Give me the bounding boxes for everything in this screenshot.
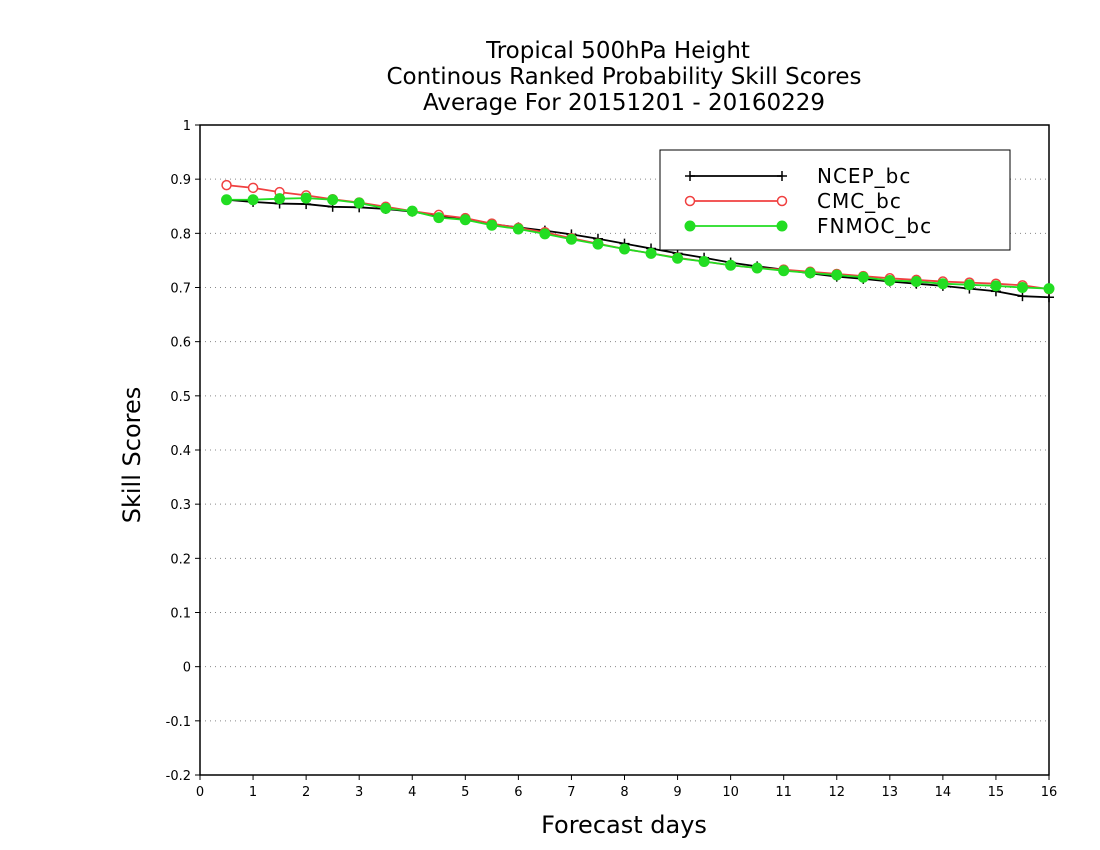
legend-marker-ncep-bc (777, 171, 787, 181)
x-tick-label: 10 (722, 785, 739, 800)
x-tick-label: 7 (567, 785, 575, 800)
data-point-fnmoc-bc (353, 197, 365, 209)
x-tick-label: 14 (935, 785, 952, 800)
y-axis-label: Skill Scores (118, 387, 146, 524)
x-tick-label: 12 (828, 785, 845, 800)
data-point-fnmoc-bc (937, 278, 949, 290)
axis-ticks: -0.2-0.100.10.20.30.40.50.60.70.80.910 1 2… (166, 119, 1058, 800)
data-point-fnmoc-bc (619, 243, 630, 255)
data-point-fnmoc-bc (672, 252, 684, 264)
data-point-fnmoc-bc (406, 205, 418, 217)
data-point-fnmoc-bc (539, 228, 551, 240)
y-tick-label: 0.7 (170, 282, 191, 297)
data-point-fnmoc-bc (725, 259, 737, 271)
data-point-fnmoc-bc (831, 269, 843, 281)
y-tick-label: 0.5 (170, 390, 191, 405)
data-point-fnmoc-bc (990, 280, 1002, 292)
data-point-fnmoc-bc (247, 194, 259, 206)
data-point-fnmoc-bc (1043, 283, 1055, 295)
legend-label-ncep-bc: NCEP_bc (817, 164, 911, 188)
x-axis-label: Forecast days (541, 811, 707, 839)
y-tick-label: -0.1 (166, 715, 191, 730)
data-point-fnmoc-bc (327, 194, 339, 206)
data-point-fnmoc-bc (274, 193, 286, 205)
data-point-fnmoc-bc (1016, 282, 1028, 293)
y-tick-label: 0.2 (170, 552, 191, 567)
x-tick-label: 4 (408, 785, 416, 800)
y-tick-label: 0.4 (170, 444, 191, 459)
x-tick-label: 8 (620, 785, 628, 800)
data-point-fnmoc-bc (645, 247, 657, 259)
x-tick-label: 16 (1041, 785, 1058, 800)
data-point-fnmoc-bc (910, 276, 922, 288)
data-point-fnmoc-bc (459, 214, 471, 226)
legend-label-cmc-bc: CMC_bc (817, 189, 902, 213)
y-tick-label: 0.9 (170, 173, 191, 188)
data-point-fnmoc-bc (512, 223, 524, 235)
x-tick-label: 2 (302, 785, 310, 800)
y-tick-label: 0.3 (170, 498, 191, 513)
chart-title-line-1: Tropical 500hPa Height (485, 38, 750, 64)
data-point-fnmoc-bc (751, 262, 763, 274)
data-point-fnmoc-bc (778, 265, 790, 277)
x-tick-label: 5 (461, 785, 469, 800)
data-point-cmc-bc (247, 182, 259, 194)
legend-label-fnmoc-bc: FNMOC_bc (817, 214, 932, 238)
chart-title-line-3: Average For 20151201 - 20160229 (423, 90, 825, 116)
data-point-fnmoc-bc (380, 202, 392, 214)
data-point-fnmoc-bc (698, 256, 710, 267)
legend-marker-fnmoc-bc (684, 220, 696, 232)
x-tick-label: 1 (249, 785, 257, 800)
x-tick-label: 0 (196, 785, 204, 800)
y-tick-label: 0.8 (170, 227, 191, 242)
data-point-fnmoc-bc (221, 194, 233, 206)
x-tick-label: 11 (775, 785, 792, 800)
data-point-fnmoc-bc (433, 212, 445, 224)
data-point-fnmoc-bc (565, 233, 577, 245)
x-tick-label: 15 (988, 785, 1005, 800)
data-point-fnmoc-bc (804, 267, 816, 279)
y-tick-label: 0.1 (170, 607, 191, 622)
legend-marker-ncep-bc (685, 171, 695, 181)
data-point-fnmoc-bc (963, 279, 975, 291)
legend-marker-cmc-bc (776, 195, 788, 207)
data-point-fnmoc-bc (300, 192, 312, 204)
y-tick-label: 0 (183, 661, 191, 676)
y-tick-label: 0.6 (170, 336, 191, 351)
data-point-cmc-bc (221, 179, 232, 191)
y-tick-label: 1 (183, 119, 191, 134)
data-point-fnmoc-bc (857, 271, 869, 283)
data-point-fnmoc-bc (486, 219, 498, 231)
x-tick-label: 9 (673, 785, 681, 800)
x-tick-label: 6 (514, 785, 522, 800)
legend-box (659, 149, 1011, 251)
x-tick-label: 3 (355, 785, 363, 800)
legend-marker-cmc-bc (684, 195, 696, 207)
data-point-fnmoc-bc (884, 274, 896, 286)
gridlines (200, 178, 1049, 722)
data-point-fnmoc-bc (592, 238, 604, 250)
series-layer (221, 179, 1055, 303)
y-tick-label: -0.2 (166, 769, 191, 784)
chart-title-line-2: Continous Ranked Probability Skill Score… (386, 64, 861, 90)
legend-marker-fnmoc-bc (776, 220, 788, 232)
x-tick-label: 13 (882, 785, 899, 800)
